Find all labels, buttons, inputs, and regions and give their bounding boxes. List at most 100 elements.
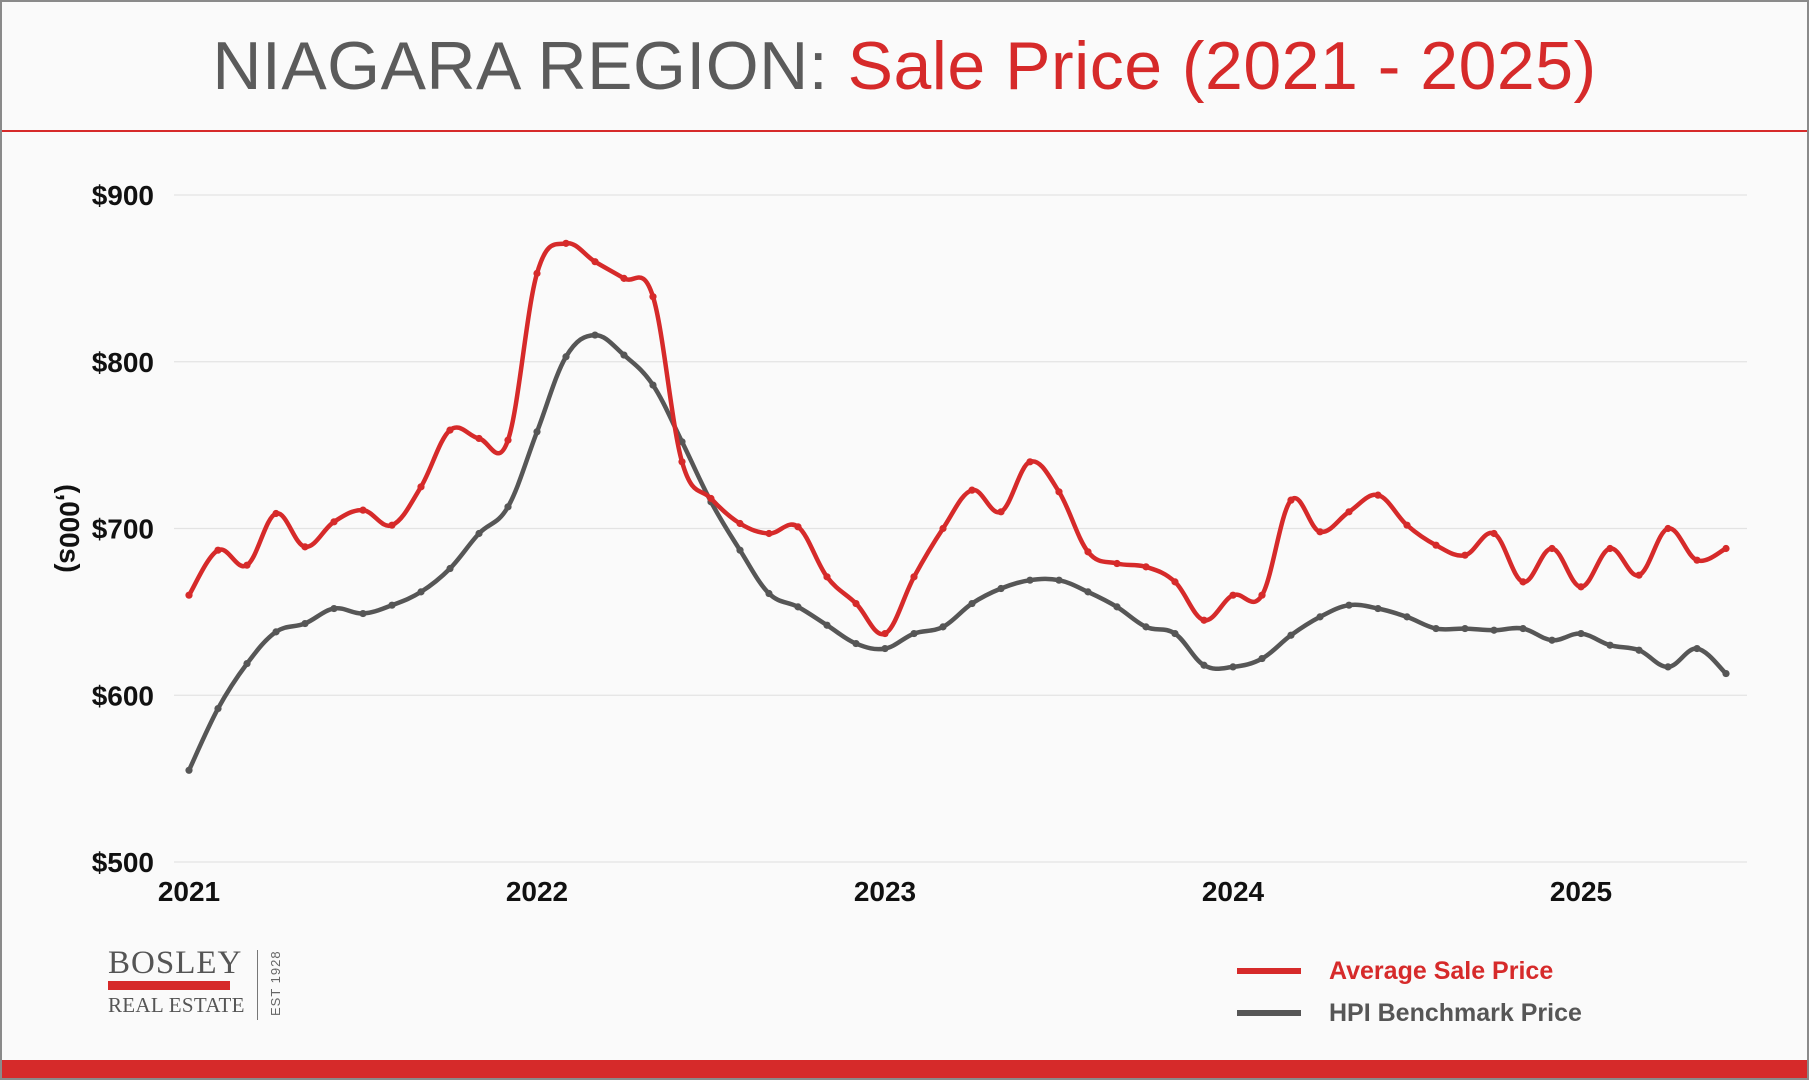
data-point-avg <box>1403 521 1411 529</box>
data-point-avg <box>1142 563 1150 571</box>
data-point-avg <box>185 591 193 599</box>
data-point-avg <box>1055 488 1063 496</box>
data-point-hpi <box>1229 663 1237 671</box>
data-point-hpi <box>1461 624 1469 633</box>
data-point-hpi <box>446 564 454 573</box>
y-tick-label: $700 <box>92 514 154 545</box>
logo-est: EST 1928 <box>267 950 283 1016</box>
data-point-avg <box>214 546 222 554</box>
legend-swatch-avg <box>1237 968 1301 974</box>
data-point-avg <box>1084 548 1092 556</box>
y-tick-label: $600 <box>92 680 154 711</box>
data-point-avg <box>1490 529 1498 538</box>
data-point-hpi <box>1403 613 1411 621</box>
series-line-avg <box>186 241 1729 637</box>
legend-label-avg: Average Sale Price <box>1329 956 1554 985</box>
data-point-avg <box>1432 541 1440 549</box>
data-point-hpi <box>1026 576 1034 584</box>
data-point-hpi <box>852 639 860 648</box>
data-point-avg <box>794 523 802 531</box>
data-point-avg <box>1664 524 1672 533</box>
data-point-hpi <box>1548 636 1556 644</box>
x-tick-label: 2024 <box>1202 876 1265 907</box>
bottom-accent-bar <box>2 1060 1807 1078</box>
data-point-avg <box>1577 583 1585 591</box>
data-point-avg <box>852 599 860 608</box>
logo-name: BOSLEY <box>108 945 243 981</box>
series-line-hpi <box>186 332 1729 773</box>
data-point-hpi <box>1577 629 1585 638</box>
data-point-avg <box>301 543 309 551</box>
y-tick-label: $800 <box>92 347 154 378</box>
data-point-hpi <box>736 546 744 554</box>
data-point-avg <box>1316 528 1324 536</box>
data-point-avg <box>359 506 367 514</box>
data-point-hpi <box>1664 663 1672 671</box>
data-point-hpi <box>1345 601 1353 609</box>
data-point-avg <box>765 529 773 538</box>
data-point-hpi <box>1635 646 1643 654</box>
data-point-hpi <box>301 619 309 628</box>
data-point-avg <box>707 494 715 503</box>
data-point-hpi <box>1722 669 1730 678</box>
data-point-avg <box>881 629 889 638</box>
data-point-hpi <box>591 331 599 339</box>
data-point-hpi <box>1171 629 1179 638</box>
y-tick-label: $900 <box>92 180 154 211</box>
data-point-avg <box>1026 458 1034 466</box>
data-point-hpi <box>330 604 338 613</box>
data-point-avg <box>823 573 831 581</box>
data-point-avg <box>910 573 918 581</box>
data-point-avg <box>533 269 541 277</box>
data-point-hpi <box>765 589 773 598</box>
data-point-hpi <box>1084 588 1092 596</box>
data-point-hpi <box>1287 631 1295 639</box>
data-point-hpi <box>562 353 570 361</box>
data-point-avg <box>1461 551 1469 559</box>
legend-item-hpi: HPI Benchmark Price <box>1237 992 1582 1034</box>
data-point-avg <box>620 274 628 282</box>
data-point-avg <box>1345 508 1353 516</box>
data-point-avg <box>1113 559 1121 568</box>
data-point-hpi <box>185 766 193 774</box>
x-tick-label: 2025 <box>1550 876 1612 907</box>
logo-subtitle: REAL ESTATE <box>108 993 245 1017</box>
data-point-hpi <box>620 351 628 359</box>
data-point-hpi <box>388 601 396 609</box>
data-point-hpi <box>243 659 251 668</box>
y-tick-label: $500 <box>92 847 154 878</box>
data-point-avg <box>591 258 599 266</box>
data-point-avg <box>1519 578 1527 586</box>
data-point-hpi <box>214 704 222 713</box>
data-point-hpi <box>1693 644 1701 653</box>
data-point-avg <box>272 509 280 518</box>
data-point-avg <box>736 519 744 528</box>
data-point-avg <box>678 458 686 466</box>
data-point-hpi <box>649 381 657 389</box>
data-point-hpi <box>910 629 918 638</box>
data-point-hpi <box>272 628 280 636</box>
title-accent: Sale Price (2021 - 2025) <box>847 28 1597 104</box>
legend-item-avg: Average Sale Price <box>1237 950 1582 992</box>
data-point-avg <box>446 426 454 434</box>
data-point-hpi <box>794 603 802 611</box>
data-point-avg <box>1548 544 1556 553</box>
data-point-hpi <box>359 609 367 618</box>
data-point-hpi <box>968 599 976 608</box>
data-point-avg <box>1693 556 1701 564</box>
chart-title: NIAGARA REGION: Sale Price (2021 - 2025) <box>212 27 1596 105</box>
data-point-hpi <box>823 621 831 629</box>
data-point-avg <box>1635 571 1643 579</box>
data-point-hpi <box>1432 624 1440 633</box>
data-point-hpi <box>475 529 483 538</box>
data-point-avg <box>1171 578 1179 586</box>
data-point-avg <box>939 524 947 533</box>
data-point-avg <box>1200 616 1208 624</box>
data-point-avg <box>388 521 396 529</box>
data-point-hpi <box>1113 603 1121 611</box>
data-point-hpi <box>1374 604 1382 613</box>
data-point-hpi <box>533 428 541 436</box>
data-point-avg <box>968 486 976 494</box>
title-main: NIAGARA REGION: <box>212 28 829 104</box>
data-point-hpi <box>997 584 1005 593</box>
